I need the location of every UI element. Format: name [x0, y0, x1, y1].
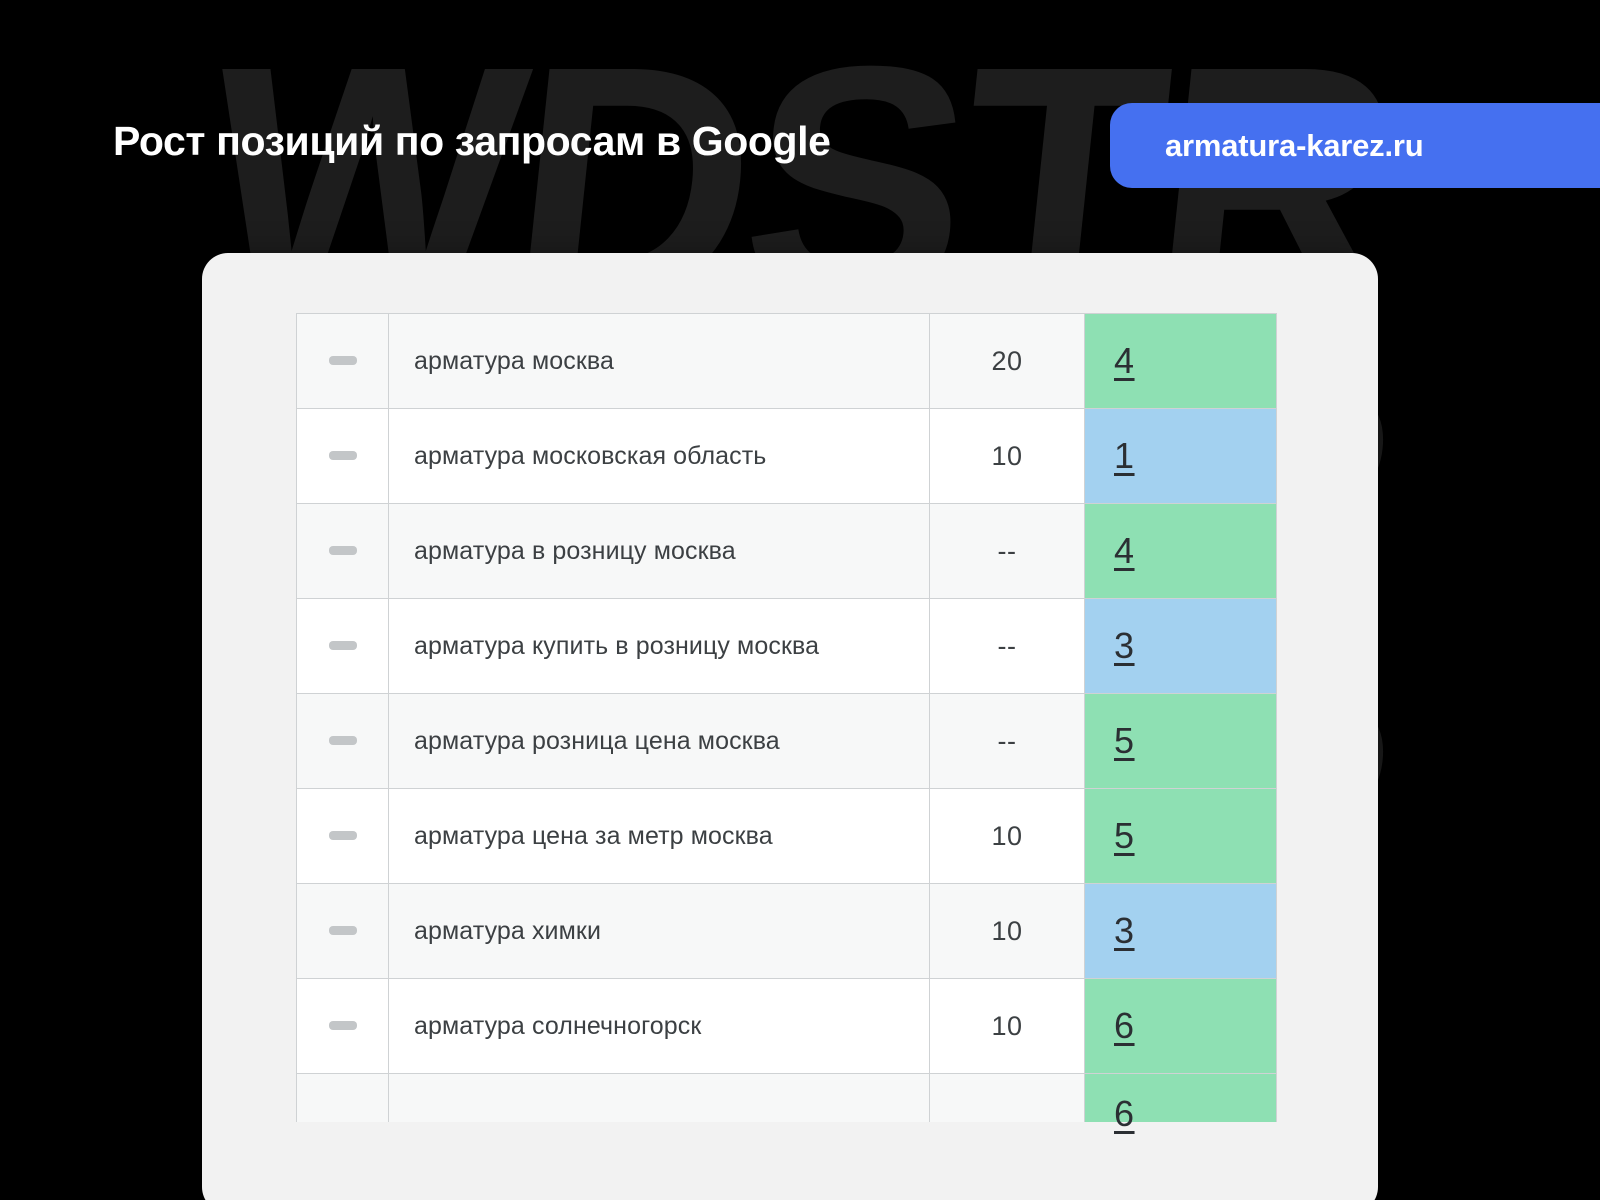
query-text: арматура московская область: [414, 441, 767, 470]
trend-cell: [296, 693, 389, 789]
query-text: арматура розница цена москва: [414, 726, 780, 755]
volume-text: --: [997, 725, 1017, 756]
query-cell[interactable]: арматура химки: [388, 883, 930, 979]
position-value[interactable]: 1: [1114, 435, 1135, 476]
trend-cell: [296, 978, 389, 1074]
trend-cell: [296, 788, 389, 884]
dash-icon: [328, 831, 357, 840]
position-cell[interactable]: 6: [1084, 1073, 1277, 1134]
position-cell[interactable]: 5: [1084, 693, 1277, 789]
position-cell[interactable]: 3: [1084, 598, 1277, 694]
table-row[interactable]: арматура москва 20 4: [296, 313, 1277, 409]
keyword-rank-table: арматура москва 20 4 арматура московская об…: [296, 313, 1277, 1134]
volume-cell: [929, 1073, 1085, 1122]
position-cell[interactable]: 4: [1084, 313, 1277, 409]
trend-cell: [296, 408, 389, 504]
position-value[interactable]: 4: [1114, 340, 1135, 381]
query-cell[interactable]: арматура солнечногорск: [388, 978, 930, 1074]
domain-badge-label: armatura-karez.ru: [1165, 127, 1424, 163]
page-title: Рост позиций по запросам в Google: [113, 118, 831, 164]
query-text: арматура купить в розницу москва: [414, 631, 820, 660]
table-row[interactable]: арматура цена за метр москва 10 5: [296, 788, 1277, 884]
volume-cell: 10: [929, 978, 1085, 1074]
position-value[interactable]: 6: [1114, 1005, 1135, 1046]
dash-icon: [328, 356, 357, 365]
trend-cell: [296, 313, 389, 409]
table-row[interactable]: арматура московская область 10 1: [296, 408, 1277, 504]
trend-cell: [296, 503, 389, 599]
position-value[interactable]: 3: [1114, 625, 1135, 666]
query-text: арматура солнечногорск: [414, 1011, 702, 1040]
query-text: арматура в розницу москва: [414, 536, 736, 565]
dash-icon: [328, 1021, 357, 1030]
screenshot-card: арматура москва 20 4 арматура московская об…: [202, 253, 1378, 1200]
position-cell[interactable]: 6: [1084, 978, 1277, 1074]
volume-text: 10: [991, 915, 1023, 946]
dash-icon: [328, 641, 357, 650]
volume-cell: --: [929, 598, 1085, 694]
volume-text: 10: [991, 440, 1023, 471]
trend-cell: [296, 598, 389, 694]
volume-text: 10: [991, 820, 1023, 851]
volume-text: --: [997, 535, 1017, 566]
volume-cell: 10: [929, 788, 1085, 884]
query-cell[interactable]: арматура в розницу москва: [388, 503, 930, 599]
query-text: арматура цена за метр москва: [414, 821, 773, 850]
query-cell[interactable]: арматура розница цена москва: [388, 693, 930, 789]
dash-icon: [328, 451, 357, 460]
volume-text: 20: [991, 345, 1023, 376]
volume-cell: 10: [929, 408, 1085, 504]
volume-cell: 20: [929, 313, 1085, 409]
table-row[interactable]: арматура в розницу москва -- 4: [296, 503, 1277, 599]
table-row[interactable]: арматура розница цена москва -- 5: [296, 693, 1277, 789]
position-cell[interactable]: 3: [1084, 883, 1277, 979]
domain-badge: armatura-karez.ru: [1110, 103, 1600, 188]
position-value[interactable]: 3: [1114, 910, 1135, 951]
volume-cell: 10: [929, 883, 1085, 979]
position-value[interactable]: 5: [1114, 815, 1135, 856]
position-cell[interactable]: 4: [1084, 503, 1277, 599]
dash-icon: [328, 926, 357, 935]
query-text: арматура москва: [414, 346, 614, 375]
query-cell[interactable]: арматура московская область: [388, 408, 930, 504]
volume-cell: --: [929, 503, 1085, 599]
trend-cell: [296, 883, 389, 979]
position-value[interactable]: 5: [1114, 720, 1135, 761]
position-value[interactable]: 6: [1114, 1092, 1135, 1134]
position-cell[interactable]: 1: [1084, 408, 1277, 504]
volume-cell: --: [929, 693, 1085, 789]
volume-text: 10: [991, 1010, 1023, 1041]
query-text: арматура химки: [414, 916, 602, 945]
dash-icon: [328, 546, 357, 555]
table-row[interactable]: арматура купить в розницу москва -- 3: [296, 598, 1277, 694]
position-value[interactable]: 4: [1114, 530, 1135, 571]
query-cell[interactable]: [388, 1073, 930, 1122]
query-cell[interactable]: арматура купить в розницу москва: [388, 598, 930, 694]
query-cell[interactable]: арматура цена за метр москва: [388, 788, 930, 884]
volume-text: --: [997, 630, 1017, 661]
table-row[interactable]: 6: [296, 1073, 1277, 1134]
position-cell[interactable]: 5: [1084, 788, 1277, 884]
trend-cell: [296, 1073, 389, 1122]
table-row[interactable]: арматура солнечногорск 10 6: [296, 978, 1277, 1074]
table-row[interactable]: арматура химки 10 3: [296, 883, 1277, 979]
query-cell[interactable]: арматура москва: [388, 313, 930, 409]
dash-icon: [328, 736, 357, 745]
